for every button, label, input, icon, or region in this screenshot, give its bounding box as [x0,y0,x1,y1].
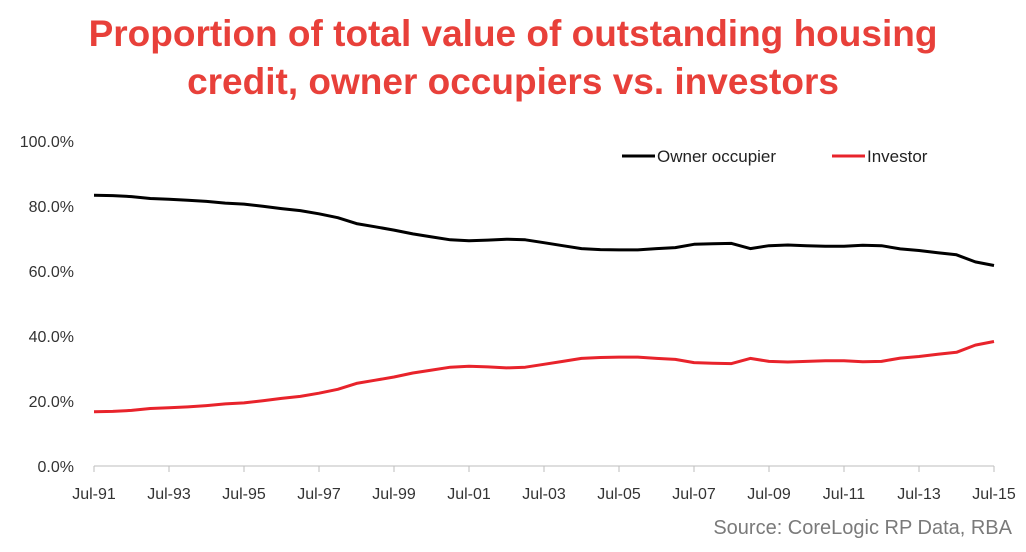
x-tick-label: Jul-09 [747,486,791,503]
chart-title-line-1: Proportion of total value of outstanding… [88,13,938,54]
y-axis-labels: 0.0% 20.0% 40.0% 60.0% 80.0% 100.0% [20,134,74,476]
legend-label-owner-occupier: Owner occupier [657,147,776,166]
legend: Owner occupier Investor [622,147,928,166]
y-tick-label: 60.0% [29,264,74,281]
y-tick-label: 40.0% [29,329,74,346]
y-tick-label: 20.0% [29,394,74,411]
x-tick-label: Jul-97 [297,486,341,503]
x-tick-label: Jul-01 [447,486,491,503]
y-tick-label: 80.0% [29,199,74,216]
y-tick-label: 100.0% [20,134,74,151]
chart-title: Proportion of total value of outstanding… [0,10,1026,106]
x-tick-label: Jul-07 [672,486,716,503]
x-tick-label: Jul-11 [823,486,865,503]
x-tick-label: Jul-91 [72,486,116,503]
x-tick-label: Jul-03 [522,486,566,503]
series-line-investor [93,340,995,414]
x-axis-ticks [93,466,995,472]
series-lines [93,193,995,414]
x-tick-label: Jul-95 [222,486,266,503]
x-tick-label: Jul-05 [597,486,641,503]
y-tick-label: 0.0% [38,459,74,476]
series-line-owner-occupier [93,193,995,267]
source-note: Source: CoreLogic RP Data, RBA [713,517,1012,539]
x-tick-label: Jul-15 [972,486,1016,503]
x-tick-label: Jul-93 [147,486,191,503]
x-axis-labels: Jul-91 Jul-93 Jul-95 Jul-97 Jul-99 Jul-01 Jul-… [72,486,1016,503]
chart-title-line-2: credit, owner occupiers vs. investors [187,61,839,102]
x-tick-label: Jul-13 [897,486,941,503]
legend-label-investor: Investor [867,147,928,166]
x-tick-label: Jul-99 [372,486,416,503]
